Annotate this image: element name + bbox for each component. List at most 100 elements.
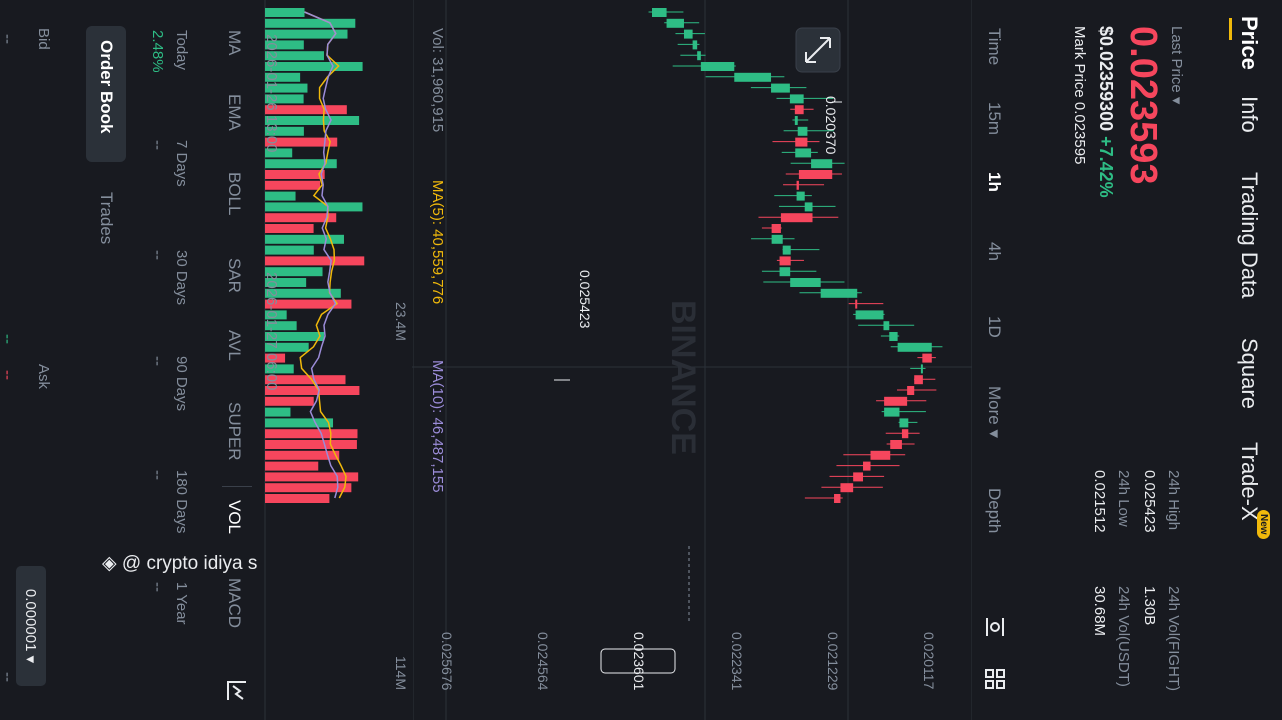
candle-body xyxy=(779,256,791,266)
volume-bar xyxy=(265,94,304,104)
stat-high-value: 0.025423 xyxy=(1141,470,1158,533)
candle-body xyxy=(884,396,908,406)
ask-placeholder: -- xyxy=(0,672,16,682)
perf-1y-value: -- xyxy=(149,582,166,592)
candle-body xyxy=(863,461,871,471)
candle-body xyxy=(652,8,667,17)
volume-bar xyxy=(265,429,358,439)
candle-body xyxy=(795,137,808,147)
candle-body xyxy=(666,18,684,28)
candle-body xyxy=(700,62,735,71)
perf-30d-label: 30 Days xyxy=(173,250,190,306)
candle-body xyxy=(796,191,805,201)
indicator-ma[interactable]: MA xyxy=(225,30,244,56)
bid-label: Bid xyxy=(35,28,52,50)
indicator-sar[interactable]: SAR xyxy=(225,258,244,293)
current-price-tag-box xyxy=(600,648,676,674)
usd-value-line: $0.02359300 +7.42% xyxy=(1096,26,1116,198)
ask-label: Ask xyxy=(35,364,52,390)
creator-watermark: ◈ @ crypto idiya s xyxy=(102,553,258,574)
volume-bar xyxy=(265,418,334,428)
candle-body xyxy=(889,332,898,341)
candle-body xyxy=(795,148,812,158)
candle-body xyxy=(922,353,932,363)
ma5-label: MA(5): 40,559,776 xyxy=(429,180,446,305)
candle-body xyxy=(834,494,841,503)
timeframe-15m[interactable]: 15m xyxy=(985,102,1004,136)
candle-body xyxy=(790,278,821,287)
perf-7d-value: -- xyxy=(149,140,166,150)
perf-1y-label: 1 Year xyxy=(173,582,190,625)
indicator-macd[interactable]: MACD xyxy=(225,578,244,629)
timeframe-4h[interactable]: 4h xyxy=(985,242,1004,261)
volume-chart[interactable]: 23.4M 114M xyxy=(264,0,414,720)
candle-body xyxy=(798,170,833,179)
volume-bar xyxy=(264,202,363,212)
volume-bar xyxy=(264,310,287,320)
timeframe-depth[interactable]: Depth xyxy=(985,488,1004,534)
candle-body xyxy=(794,105,804,115)
volume-bar xyxy=(264,126,304,136)
timeframe-1d[interactable]: 1D xyxy=(985,316,1004,338)
perf-180d-label: 180 Days xyxy=(173,470,190,534)
vol-tick-1: 23.4M xyxy=(393,302,409,341)
candle-body xyxy=(804,202,813,212)
tab-trading-data[interactable]: Trading Data xyxy=(1237,172,1262,299)
candle-body xyxy=(734,72,772,82)
tab-square[interactable]: Square xyxy=(1237,338,1262,409)
timeframe-1h[interactable]: 1h xyxy=(985,172,1004,192)
indicator-settings-icon[interactable] xyxy=(222,676,252,706)
volume-bar xyxy=(265,72,301,82)
ma10-label: MA(10): 46,487,155 xyxy=(429,360,446,493)
candle-body xyxy=(771,234,783,244)
vol-tick-0: 114M xyxy=(393,656,409,690)
indicator-super[interactable]: SUPER xyxy=(225,402,244,461)
perf-today-value: 2.48% xyxy=(149,30,166,73)
tab-trades[interactable]: Trades xyxy=(97,192,116,245)
perf-90d-value: -- xyxy=(149,356,166,366)
candle-body xyxy=(771,224,781,233)
precision-select[interactable]: 0.000001 ▾ xyxy=(16,566,46,686)
tab-price[interactable]: Price xyxy=(1237,16,1262,70)
ask-qty-placeholder: -- xyxy=(0,370,16,380)
low-marker: 0.020370 xyxy=(823,96,839,155)
last-price-label[interactable]: Last Price ▾ xyxy=(1168,26,1185,105)
candle-body xyxy=(796,180,799,190)
indicator-vol[interactable]: VOL xyxy=(225,500,244,535)
volume-bar xyxy=(265,450,340,460)
volume-bar xyxy=(265,472,359,482)
indicator-boll[interactable]: BOLL xyxy=(225,172,244,216)
grid-layout-icon[interactable] xyxy=(982,666,1008,692)
candle-body xyxy=(890,440,902,449)
volume-bar xyxy=(265,278,307,287)
candle-body xyxy=(840,483,854,493)
caret-down-icon: ▾ xyxy=(22,655,39,664)
candlestick-chart[interactable]: BINANCE 0.020117 0.021229 0.022341 0.024… xyxy=(412,0,972,720)
indicator-ema[interactable]: EMA xyxy=(225,94,244,131)
candle-body xyxy=(884,407,900,417)
volume-bar xyxy=(264,353,286,363)
timeframe-time[interactable]: Time xyxy=(985,28,1004,66)
volume-bar xyxy=(265,170,325,179)
volume-bar xyxy=(265,159,337,169)
date-label-0: 2026-01-26 13:00 xyxy=(263,34,280,153)
volume-bar xyxy=(264,407,291,417)
candle-body xyxy=(855,299,858,309)
chart-settings-icon[interactable] xyxy=(982,614,1008,640)
ma10-line xyxy=(304,11,339,499)
volume-bar xyxy=(265,288,341,298)
bid-placeholder: -- xyxy=(0,34,16,44)
volume-bar xyxy=(265,234,344,244)
indicator-divider xyxy=(222,486,252,487)
vol-label: Vol: 31,960,915 xyxy=(429,28,446,133)
stat-low-value: 0.021512 xyxy=(1091,470,1108,533)
volume-bar xyxy=(264,483,352,493)
timeframe-more[interactable]: More ▾ xyxy=(985,386,1004,439)
indicator-avl[interactable]: AVL xyxy=(225,330,244,361)
tab-order-book[interactable]: Order Book xyxy=(97,40,116,134)
tab-trade-x[interactable]: Trade-X xyxy=(1237,442,1262,521)
price-tick-2: 0.022341 xyxy=(729,632,745,691)
volume-bar xyxy=(265,321,297,331)
tab-info[interactable]: Info xyxy=(1237,96,1262,133)
date-label-1: 2026-01-27 06:00 xyxy=(263,272,280,391)
